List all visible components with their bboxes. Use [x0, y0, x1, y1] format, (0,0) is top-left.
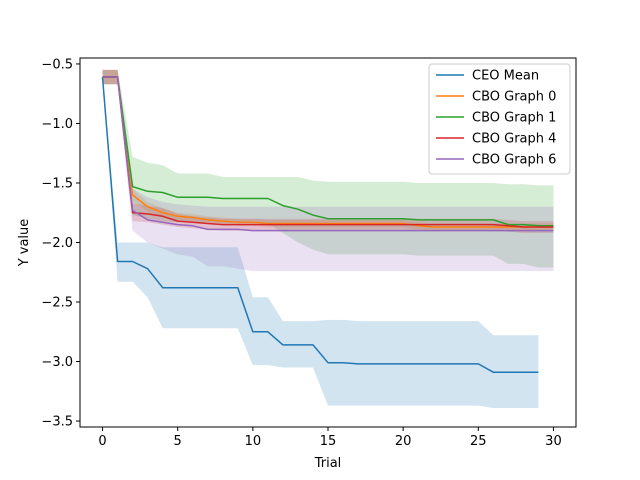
x-tick-label: 25 — [470, 434, 487, 449]
y-axis-label: Y value — [17, 219, 32, 268]
ceo-mean-band — [102, 77, 539, 408]
legend-entry-cbo-graph-6: CBO Graph 6 — [472, 153, 556, 168]
x-axis-ticks: 0 5 10 15 20 25 30 — [98, 427, 562, 449]
y-axis-ticks: −3.5 −3.0 −2.5 −2.0 −1.5 −1.0 −0.5 — [41, 57, 80, 430]
x-tick-label: 5 — [174, 434, 182, 449]
ceo-mean-line — [101, 76, 539, 373]
x-tick-label: 30 — [545, 434, 562, 449]
cbo-graph-0-line — [102, 76, 554, 228]
cbo-graph-4-line — [102, 76, 554, 228]
y-tick-label: −0.5 — [41, 57, 73, 72]
cbo-graph-1-band — [102, 69, 554, 268]
legend: CEO Mean CBO Graph 0 CBO Graph 1 CBO Graph … — [428, 63, 571, 175]
series-lines — [101, 76, 554, 373]
y-tick-label: −1.0 — [41, 117, 73, 132]
legend-box — [428, 63, 571, 175]
y-tick-label: −3.0 — [41, 355, 73, 370]
legend-entry-cbo-graph-0: CBO Graph 0 — [472, 90, 556, 105]
x-tick-label: 15 — [320, 434, 337, 449]
x-tick-label: 0 — [98, 434, 106, 449]
x-axis-label: Trial — [314, 456, 342, 471]
cbo-graph-4-band — [102, 69, 554, 234]
cbo-graph-6-line — [102, 76, 554, 232]
x-tick-label: 20 — [395, 434, 412, 449]
cbo-graph-1-line — [102, 76, 554, 227]
y-tick-label: −3.5 — [41, 415, 73, 430]
y-tick-label: −1.5 — [41, 176, 73, 191]
x-tick-label: 10 — [245, 434, 262, 449]
y-tick-label: −2.5 — [41, 296, 73, 311]
legend-entry-cbo-graph-1: CBO Graph 1 — [472, 111, 556, 126]
legend-entry-ceo-mean: CEO Mean — [472, 69, 539, 84]
y-tick-label: −2.0 — [41, 236, 73, 251]
legend-entry-cbo-graph-4: CBO Graph 4 — [472, 132, 556, 147]
